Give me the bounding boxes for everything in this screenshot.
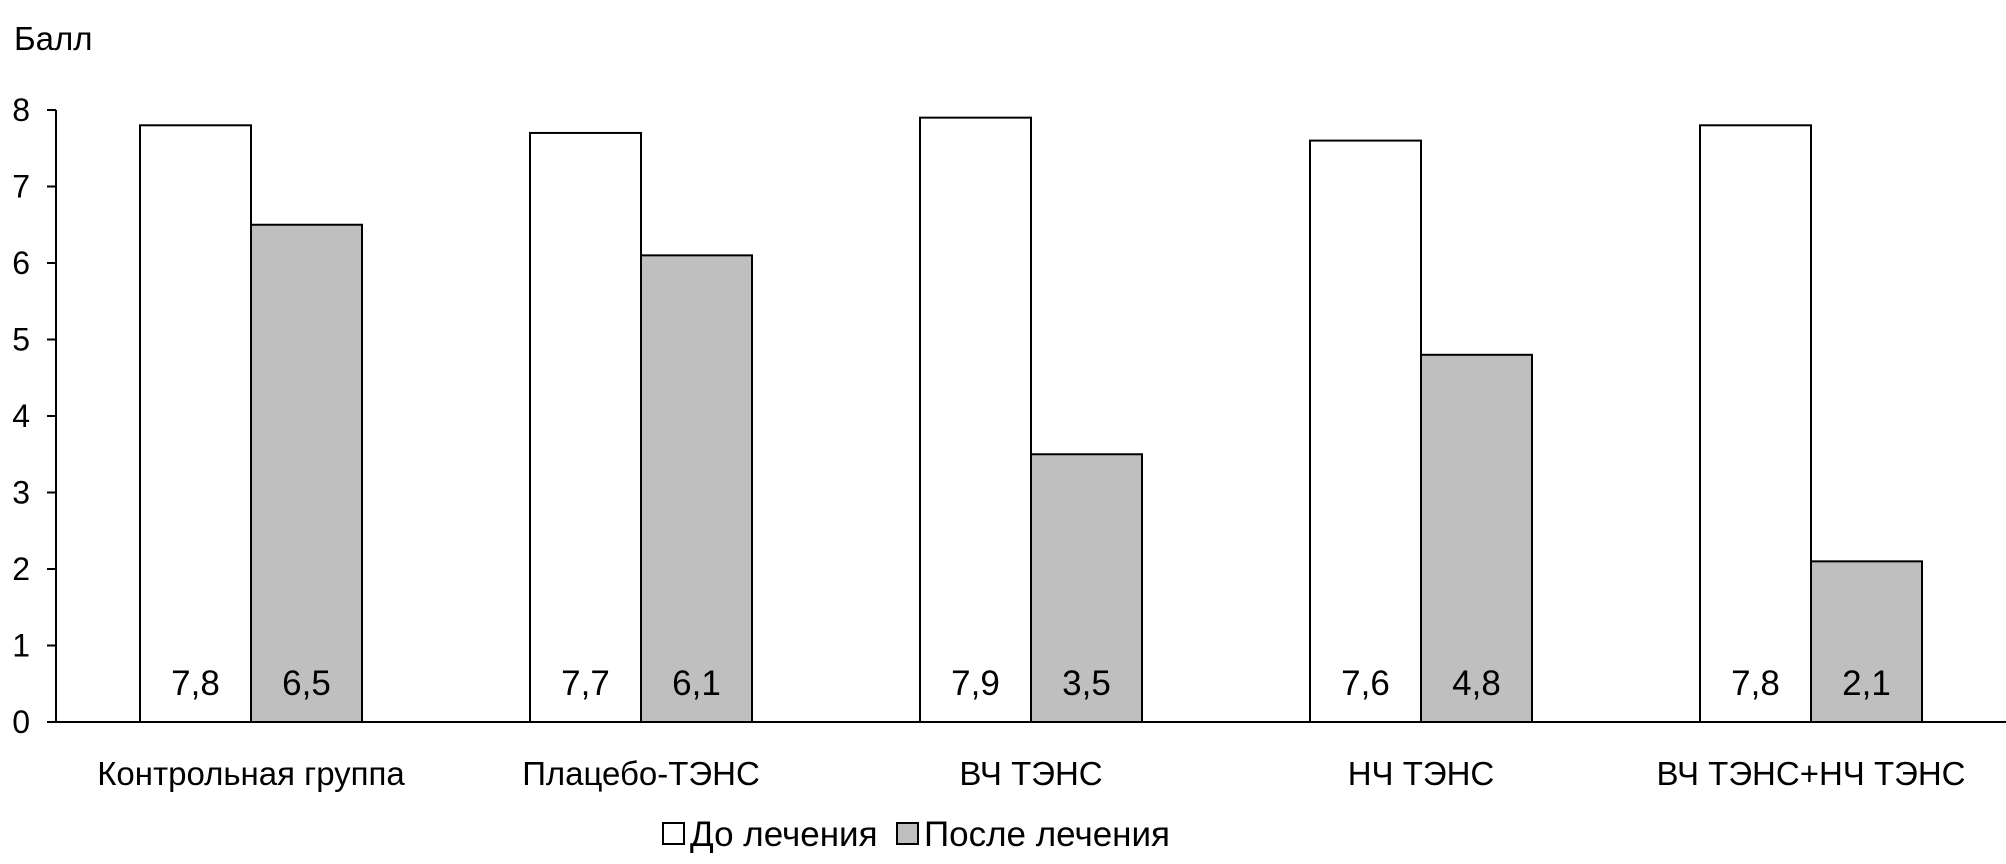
y-tick-label: 8 [12,92,30,128]
category-labels: Контрольная группа Плацебо-ТЭНС ВЧ ТЭНС НЧ … [97,755,1965,792]
bar-before-treatment [139,124,252,724]
category-label: ВЧ ТЭНС+НЧ ТЭНС [1656,755,1965,792]
y-tick-label: 3 [12,475,30,511]
bar-before-treatment [1309,139,1422,724]
y-tick-label: 0 [12,704,30,740]
bar-value-label: 7,6 [1341,664,1390,703]
y-axis-ticks: 0 1 2 3 4 5 6 7 8 [12,92,56,740]
bar-value-label: 4,8 [1452,664,1501,703]
bar-after-treatment [1030,453,1143,723]
legend-swatch-before [662,822,685,845]
y-axis-label: Балл [14,20,93,57]
bar-value-label: 6,5 [282,664,331,703]
bar-before-treatment [919,116,1032,723]
legend-swatch-after [896,822,919,845]
legend-label-after: После лечения [924,815,1170,854]
y-tick-label: 4 [12,398,30,434]
bar-before-treatment [1699,124,1812,724]
y-tick-label: 6 [12,245,30,281]
bar-after-treatment [250,223,363,723]
category-label: Плацебо-ТЭНС [522,755,760,792]
bar-after-treatment [640,254,753,723]
bar-value-label: 7,9 [951,664,1000,703]
category-label: ВЧ ТЭНС [959,755,1102,792]
bar-before-treatment [529,131,642,723]
bar-value-label: 7,8 [1731,664,1780,703]
y-tick-label: 7 [12,169,30,205]
bar-value-label: 7,8 [171,664,220,703]
legend-label-before: До лечения [690,815,878,854]
bar-value-label: 6,1 [672,664,721,703]
value-labels: 7,8 6,5 7,7 6,1 7,9 3,5 7,6 4,8 7,8 2,1 [171,664,1891,703]
bar-value-label: 7,7 [561,664,610,703]
category-label: НЧ ТЭНС [1348,755,1495,792]
y-tick-label: 5 [12,322,30,358]
y-tick-label: 1 [12,628,30,664]
bars [139,116,1923,724]
category-label: Контрольная группа [97,755,405,792]
bar-value-label: 3,5 [1062,664,1111,703]
legend: До лечения После лечения [662,815,1170,854]
y-tick-label: 2 [12,551,30,587]
bar-value-label: 2,1 [1842,664,1891,703]
